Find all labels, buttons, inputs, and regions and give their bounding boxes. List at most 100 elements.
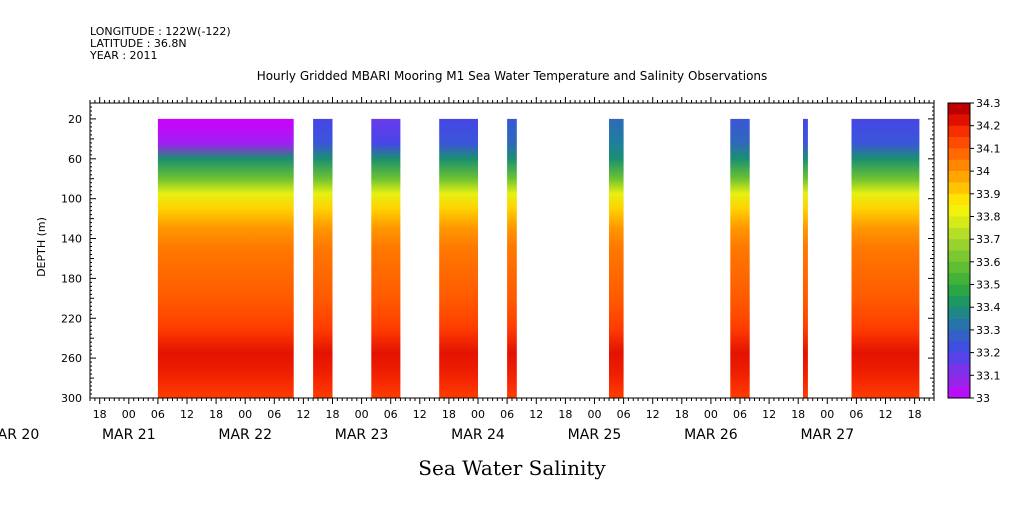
colorbar-cell	[948, 182, 970, 195]
colorbar-cell	[948, 375, 970, 387]
y-axis-label: DEPTH (m)	[35, 217, 48, 277]
x-tick-label: 00	[704, 408, 718, 421]
date-label: MAR 27	[800, 427, 854, 443]
date-label: MAR 24	[451, 427, 505, 443]
y-tick-label: 60	[68, 153, 82, 166]
longitude-label: LONGITUDE : 122W(-122)	[90, 25, 231, 38]
x-tick-label: 12	[529, 408, 543, 421]
plot-area	[157, 118, 920, 399]
x-tick-label: 00	[471, 408, 485, 421]
y-tick-label: 300	[61, 392, 82, 405]
colorbar-cell	[948, 284, 970, 297]
date-label: MAR 20	[0, 427, 39, 443]
x-tick-label: 18	[93, 408, 107, 421]
colorbar-cell	[948, 295, 970, 308]
colorbar-cell	[948, 148, 970, 161]
colorbar-label: 33.2	[976, 347, 1001, 360]
x-tick-label: 00	[588, 408, 602, 421]
colorbar-cell	[948, 307, 970, 319]
colorbar-frame	[947, 102, 971, 399]
x-tick-label: 18	[908, 408, 922, 421]
colorbar-cell	[948, 318, 970, 331]
colorbar-cell	[948, 205, 970, 217]
colorbar-label: 33	[976, 392, 990, 405]
x-tick-label: 00	[820, 408, 834, 421]
x-tick-label: 06	[733, 408, 747, 421]
axes: 20 60 100 140 180 220 260 300 18 00 06 12 18 00 06 12 18…	[0, 97, 935, 443]
colorbar-label: 33.7	[976, 233, 1001, 246]
chart-title: Hourly Gridded MBARI Mooring M1 Sea Wate…	[257, 69, 768, 83]
colorbar-cell	[948, 216, 970, 229]
x-tick-label: 06	[500, 408, 514, 421]
colorbar-label: 33.5	[976, 279, 1001, 292]
x-tick-label: 18	[558, 408, 572, 421]
colorbar-label: 34	[976, 165, 990, 178]
colorbar-label: 33.3	[976, 324, 1001, 337]
colorbar-label: 34.3	[976, 97, 1001, 110]
colorbar-label: 33.4	[976, 301, 1001, 314]
x-tick-label: 12	[296, 408, 310, 421]
x-tick-label: 12	[762, 408, 776, 421]
colorbar-label: 33.8	[976, 211, 1001, 224]
y-tick-label: 100	[61, 193, 82, 206]
colorbar-cell	[948, 341, 970, 353]
colorbar-cell	[948, 137, 970, 149]
data-segment	[157, 118, 294, 399]
colorbar-cell	[948, 125, 970, 138]
data-segment	[439, 118, 478, 399]
date-label: MAR 25	[568, 427, 622, 443]
y-tick-label: 180	[61, 272, 82, 285]
colorbar: 34.3 34.2 34.1 34 33.9 33.8 33.7 33.6 33.5 33.4 33…	[947, 97, 1001, 405]
date-label: MAR 21	[102, 427, 156, 443]
y-tick-label: 220	[61, 312, 82, 325]
x-tick-label: 18	[442, 408, 456, 421]
x-tick-label: 00	[238, 408, 252, 421]
chart-subtitle: Sea Water Salinity	[418, 456, 606, 480]
y-tick-label: 260	[61, 352, 82, 365]
date-label: MAR 22	[218, 427, 272, 443]
data-segment	[851, 118, 920, 399]
colorbar-cell	[948, 103, 970, 115]
data-segment	[313, 118, 333, 399]
colorbar-cell	[948, 159, 970, 172]
data-segment	[730, 118, 750, 399]
x-tick-label: 06	[151, 408, 165, 421]
data-segment	[371, 118, 401, 399]
year-label: YEAR : 2011	[89, 49, 158, 62]
x-tick-label: 06	[849, 408, 863, 421]
colorbar-cell	[948, 114, 970, 126]
x-tick-label: 06	[267, 408, 281, 421]
colorbar-cell	[948, 352, 970, 365]
data-segment	[803, 118, 808, 399]
date-label: MAR 26	[684, 427, 738, 443]
x-tick-label: 18	[791, 408, 805, 421]
x-tick-label: 06	[617, 408, 631, 421]
colorbar-cell	[948, 239, 970, 251]
x-tick-label: 12	[413, 408, 427, 421]
x-tick-label: 12	[879, 408, 893, 421]
colorbar-cell	[948, 193, 970, 206]
x-tick-label: 18	[675, 408, 689, 421]
x-tick-label: 12	[180, 408, 194, 421]
colorbar-label: 34.1	[976, 142, 1001, 155]
colorbar-cell	[948, 329, 970, 342]
data-segment	[609, 118, 624, 399]
y-tick-label: 140	[61, 233, 82, 246]
colorbar-label: 33.6	[976, 256, 1001, 269]
colorbar-cell	[948, 261, 970, 274]
colorbar-cell	[948, 363, 970, 376]
date-label: MAR 23	[335, 427, 389, 443]
latitude-label: LATITUDE : 36.8N	[90, 37, 187, 50]
colorbar-cell	[948, 250, 970, 263]
x-tick-label: 12	[646, 408, 660, 421]
x-tick-label: 06	[384, 408, 398, 421]
x-tick-label: 00	[122, 408, 136, 421]
data-segment	[507, 118, 517, 399]
colorbar-cell	[948, 386, 970, 399]
x-tick-label: 00	[355, 408, 369, 421]
colorbar-label: 33.1	[976, 369, 1001, 382]
colorbar-cell	[948, 273, 970, 285]
colorbar-cell	[948, 171, 970, 183]
